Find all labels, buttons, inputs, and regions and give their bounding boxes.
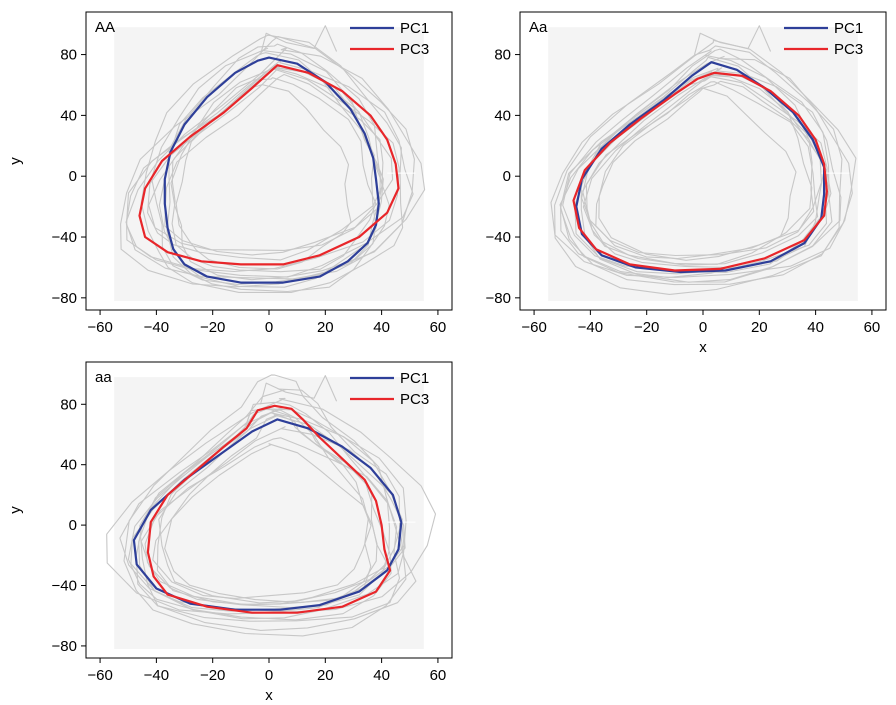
x-tick-label: −40 [144, 667, 169, 684]
background-trajectory-spike [260, 25, 338, 55]
x-axis-label: x [699, 339, 707, 356]
x-tick-label: 60 [430, 667, 447, 684]
background-trajectory [171, 77, 377, 273]
x-tick-label: 20 [317, 319, 334, 336]
x-tick-label: 60 [864, 319, 881, 336]
background-trajectory [151, 47, 381, 285]
chart-panel-AA: −60 −40 −20 0 20 40 60 −80 −40 0 40 80 AA y PC1 PC3 [7, 11, 453, 336]
background-trajectory [166, 43, 390, 293]
chart-panel-aa: −60 −40 −20 0 20 40 60 −80 −40 0 40 80 aa x y PC1 PC3 [7, 361, 453, 704]
y-tick-label: −80 [52, 638, 77, 655]
background-trajectory [148, 66, 394, 251]
y-axis-label: y [7, 157, 24, 165]
x-tick-label: 40 [373, 319, 390, 336]
x-tick-label: 0 [265, 319, 273, 336]
y-tick-label: 80 [60, 47, 77, 64]
x-tick-label: 40 [807, 319, 824, 336]
series-line-pc1 [575, 61, 826, 274]
y-tick-label: 40 [60, 457, 77, 474]
y-tick-label: −40 [52, 229, 77, 246]
y-tick-label: 40 [494, 107, 511, 124]
y-tick-label: 40 [60, 107, 77, 124]
legend-label-pc3: PC3 [834, 41, 863, 58]
background-trajectory [125, 47, 426, 280]
background-trajectory [135, 401, 401, 622]
y-tick-label: 80 [494, 47, 511, 64]
background-trajectory [559, 55, 853, 286]
panel-label: AA [95, 19, 115, 36]
x-tick-label: −40 [144, 319, 169, 336]
series-line-pc3 [146, 404, 392, 614]
x-axis-label: x [265, 687, 273, 704]
x-tick-label: −20 [634, 319, 659, 336]
y-tick-label: 0 [69, 168, 77, 185]
x-tick-label: 0 [699, 319, 707, 336]
background-trajectory [582, 67, 832, 269]
y-axis-label: y [7, 506, 24, 514]
y-tick-label: −80 [486, 290, 511, 307]
x-tick-label: 60 [430, 319, 447, 336]
panel-label: Aa [529, 19, 548, 36]
background-trajectory [559, 67, 842, 283]
x-tick-label: −60 [87, 667, 112, 684]
x-tick-label: 20 [751, 319, 768, 336]
background-trajectory [123, 374, 407, 637]
background-trajectory [138, 406, 407, 620]
y-tick-label: −40 [486, 229, 511, 246]
series-line-pc1 [163, 56, 380, 284]
y-tick-label: 80 [60, 396, 77, 413]
series-line-pc3 [572, 71, 828, 272]
background-trajectory-spike [260, 375, 338, 405]
y-tick-label: −80 [52, 290, 77, 307]
legend-label-pc1: PC1 [400, 20, 429, 37]
background-trajectory [140, 34, 404, 293]
legend-label-pc3: PC3 [400, 41, 429, 58]
background-trajectory [574, 56, 826, 275]
x-tick-label: 20 [317, 667, 334, 684]
background-trajectory [582, 73, 822, 257]
y-tick-label: −40 [52, 578, 77, 595]
series-line-pc3 [138, 64, 400, 266]
background-trajectory [139, 388, 417, 631]
x-tick-label: −20 [200, 667, 225, 684]
legend-label-pc1: PC1 [400, 370, 429, 387]
background-trajectory [152, 443, 372, 599]
x-tick-label: 0 [265, 667, 273, 684]
x-tick-label: −60 [521, 319, 546, 336]
y-tick-label: 0 [503, 168, 511, 185]
background-trajectory [120, 35, 415, 288]
x-tick-label: −60 [87, 319, 112, 336]
chart-panel-Aa: −60 −40 −20 0 20 40 60 −80 −40 0 40 80 Aa x PC1 PC3 [486, 11, 887, 356]
background-trajectory [554, 45, 843, 295]
background-trajectory [125, 59, 414, 278]
panel-label: aa [95, 369, 112, 386]
background-trajectory [175, 84, 352, 270]
legend-label-pc1: PC1 [834, 20, 863, 37]
x-tick-label: −20 [200, 319, 225, 336]
legend-label-pc3: PC3 [400, 391, 429, 408]
x-tick-label: −40 [578, 319, 603, 336]
background-trajectory [585, 81, 819, 266]
background-trajectory-spike [694, 25, 772, 55]
y-tick-label: 0 [69, 517, 77, 534]
x-tick-label: 40 [373, 667, 390, 684]
